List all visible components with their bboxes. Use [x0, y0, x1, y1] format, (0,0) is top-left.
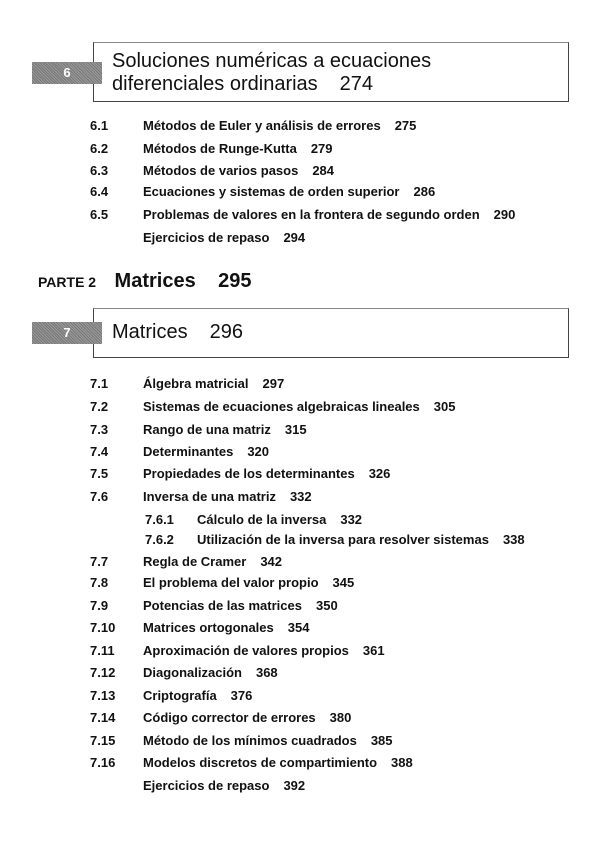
chapter-7-title-text: Matrices	[112, 321, 188, 343]
section-page: 326	[368, 466, 391, 481]
section-page: 332	[340, 512, 363, 527]
section-page: 350	[315, 598, 338, 613]
section-page: 361	[362, 643, 385, 658]
section-number: 7.8	[90, 575, 109, 590]
section-title: Modelos discretos de compartimiento	[143, 755, 378, 770]
section-page: 279	[310, 141, 333, 156]
section-page: 332	[289, 489, 312, 504]
section-title: Ejercicios de repaso	[143, 778, 270, 793]
section-page: 385	[370, 733, 393, 748]
section-page: 380	[329, 710, 352, 725]
section-page: 376	[230, 688, 253, 703]
section-title: Sistemas de ecuaciones algebraicas linea…	[143, 399, 420, 414]
part-label: PARTE 2	[38, 274, 97, 290]
section-number: 7.9	[90, 598, 109, 613]
chapter-6-title-line2: diferenciales ordinarias	[112, 73, 318, 95]
chapter-7-number-tab: 7	[32, 322, 102, 344]
section-number: 7.11	[90, 643, 115, 658]
section-page: 320	[247, 444, 270, 459]
section-page: 275	[394, 118, 417, 133]
section-number: 7.6.2	[145, 532, 174, 547]
section-number: 7.7	[90, 554, 109, 569]
section-page: 305	[433, 399, 456, 414]
section-page: 294	[283, 230, 306, 245]
section-title: Inversa de una matriz	[143, 489, 276, 504]
section-page: 388	[391, 755, 413, 770]
section-number: 6.2	[90, 141, 109, 156]
section-page: 290	[493, 207, 516, 222]
section-title: Cálculo de la inversa	[197, 512, 327, 527]
section-title: Regla de Cramer	[143, 554, 247, 569]
section-number: 7.12	[90, 665, 116, 680]
section-title: Métodos de varios pasos	[143, 163, 299, 178]
section-number: 7.10	[90, 620, 116, 635]
section-number: 7.1	[90, 376, 109, 391]
section-number: 6.4	[90, 184, 109, 199]
section-title: Álgebra matricial	[143, 376, 249, 391]
section-number: 7.5	[90, 466, 109, 481]
section-title: Propiedades de los determinantes	[143, 466, 355, 481]
chapter-6-number-tab: 6	[32, 62, 102, 84]
chapter-7-page: 296	[209, 321, 243, 343]
section-number: 7.2	[90, 399, 109, 414]
section-number: 7.4	[90, 444, 109, 459]
section-page: 354	[287, 620, 310, 635]
section-title: Utilización de la inversa para resolver …	[197, 532, 489, 547]
section-number: 7.13	[90, 688, 116, 703]
section-number: 7.3	[90, 422, 109, 437]
section-page: 315	[284, 422, 307, 437]
section-number: 7.16	[90, 755, 116, 770]
part-page: 295	[218, 270, 252, 292]
section-title: Métodos de Euler y análisis de errores	[143, 118, 381, 133]
section-page: 297	[262, 376, 285, 391]
section-title: Métodos de Runge-Kutta	[143, 141, 297, 156]
section-page: 284	[312, 163, 335, 178]
section-number: 7.14	[90, 710, 116, 725]
section-title: Ejercicios de repaso	[143, 230, 270, 245]
section-title: El problema del valor propio	[143, 575, 319, 590]
section-title: Ecuaciones y sistemas de orden superior	[143, 184, 400, 199]
chapter-7-title: Matrices 296	[112, 321, 243, 344]
section-page: 342	[260, 554, 283, 569]
section-title: Diagonalización	[143, 665, 242, 680]
section-title: Problemas de valores en la frontera de s…	[143, 207, 480, 222]
section-title: Potencias de las matrices	[143, 598, 302, 613]
chapter-6-page: 274	[339, 73, 374, 95]
section-page: 338	[502, 532, 525, 547]
section-title: Matrices ortogonales	[143, 620, 274, 635]
section-number: 7.6	[90, 489, 109, 504]
chapter-6-title-line1: Soluciones numéricas a ecuaciones	[112, 50, 432, 72]
section-title: Rango de una matriz	[143, 422, 271, 437]
section-title: Método de los mínimos cuadrados	[143, 733, 357, 748]
section-number: 7.6.1	[145, 512, 174, 527]
part-2-heading: PARTE 2 Matrices 295	[38, 270, 252, 293]
section-number: 7.15	[90, 733, 116, 748]
section-title: Aproximación de valores propios	[143, 643, 349, 658]
section-number: 6.5	[90, 207, 109, 222]
section-page: 286	[413, 184, 436, 199]
section-number: 6.3	[90, 163, 109, 178]
section-page: 345	[332, 575, 355, 590]
section-number: 6.1	[90, 118, 109, 133]
section-title: Código corrector de errores	[143, 710, 316, 725]
section-page: 392	[283, 778, 306, 793]
section-title: Determinantes	[143, 444, 234, 459]
chapter-6-title: Soluciones numéricas a ecuaciones difere…	[112, 50, 431, 96]
part-title: Matrices	[114, 270, 196, 292]
section-title: Criptografía	[143, 688, 217, 703]
section-page: 368	[255, 665, 278, 680]
